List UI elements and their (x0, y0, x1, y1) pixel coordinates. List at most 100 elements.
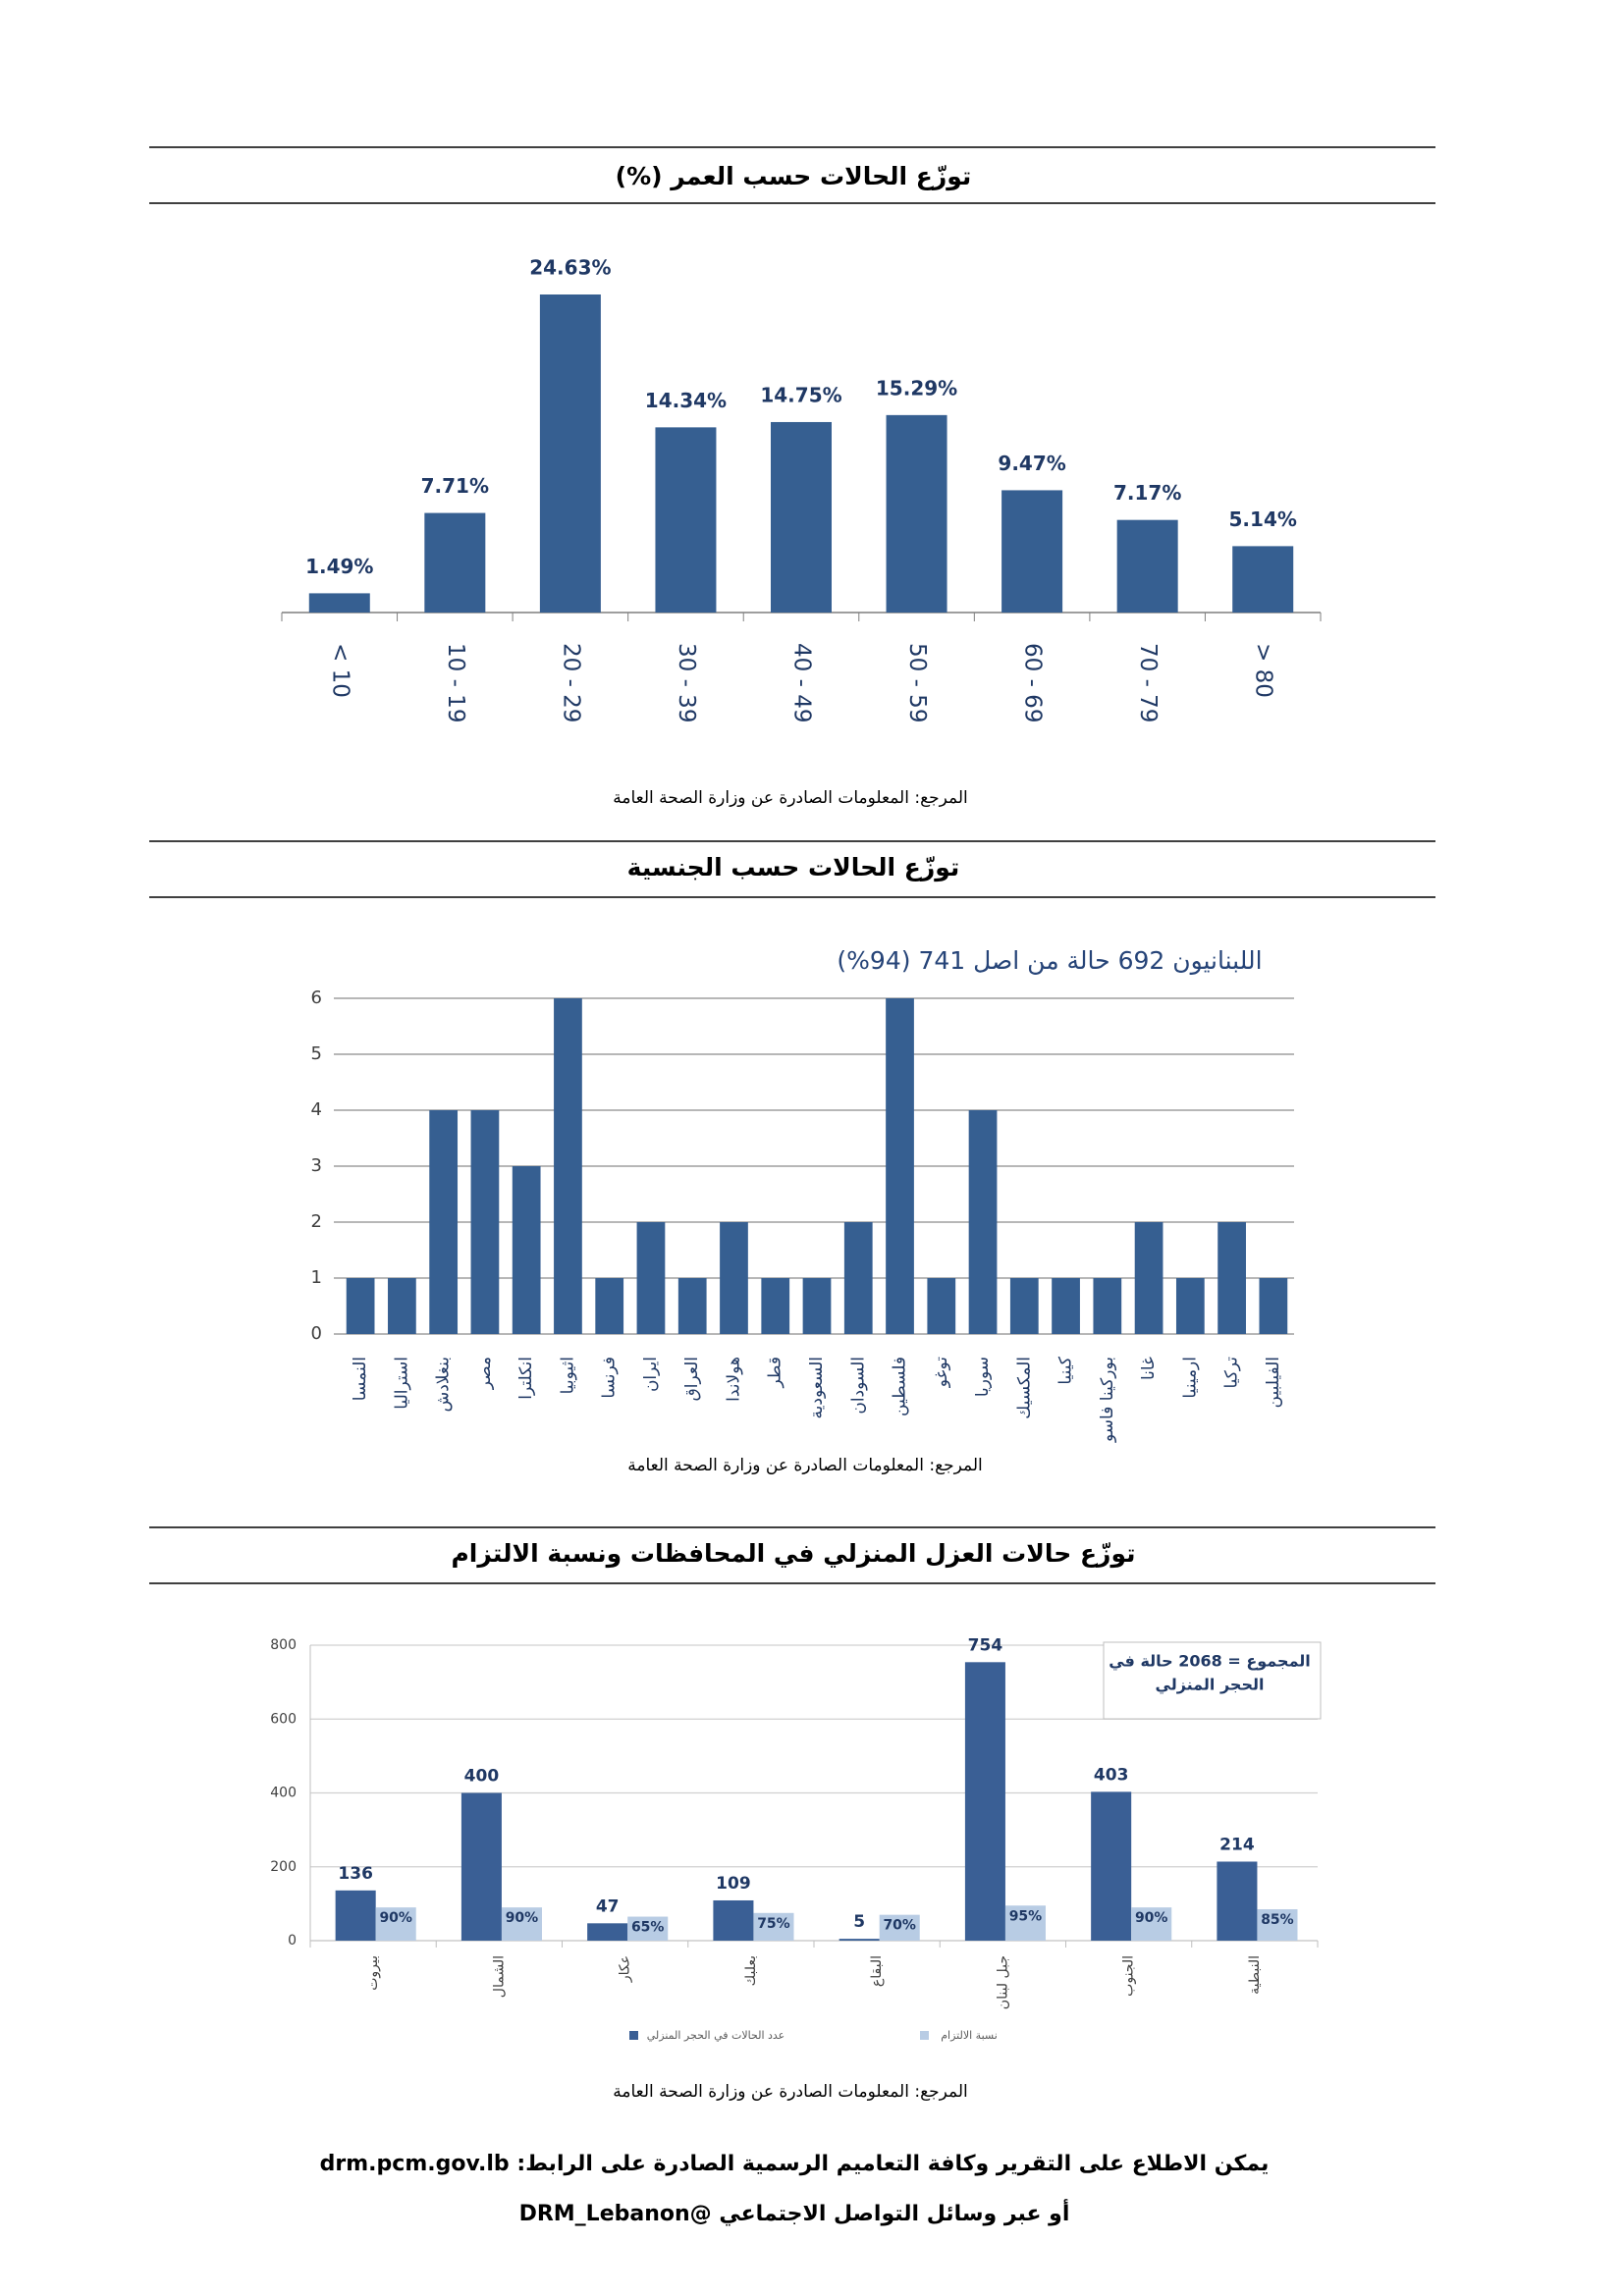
bar (1259, 1278, 1288, 1334)
data-label: 90% (1135, 1910, 1168, 1926)
y-tick-label: 6 (311, 988, 322, 1008)
footer-line: أو عبر وسائل التواصل الاجتماعي @DRM_Leba… (519, 2198, 1070, 2226)
data-label: 5.14% (1229, 507, 1297, 531)
bar (886, 998, 914, 1334)
legend-label: عدد الحالات في الحجر المنزلي (647, 2029, 785, 2042)
x-tick-label: توغو (932, 1357, 951, 1388)
bar (927, 1278, 956, 1334)
bar (1134, 1222, 1163, 1334)
annotation: الحجر المنزلي (1156, 1676, 1265, 1695)
bar (595, 1278, 624, 1334)
section-title: توزّع الحالات حسب الجنسية (627, 853, 960, 882)
bar (968, 1110, 998, 1334)
bar (308, 593, 370, 613)
bar (501, 1907, 542, 1941)
data-label: 7.17% (1113, 481, 1181, 505)
x-tick-label: جبل لبنان (995, 1955, 1010, 2009)
bar (554, 998, 582, 1334)
y-tick-label: 5 (311, 1043, 322, 1064)
x-tick-label: 30 - 39 (674, 643, 699, 722)
x-tick-label: ايران (641, 1357, 661, 1392)
bar (1131, 1907, 1172, 1941)
y-tick-label: 800 (270, 1637, 297, 1653)
bar (512, 1166, 541, 1334)
x-tick-label: بنغلادش (434, 1357, 454, 1413)
x-tick-label: 60 - 69 (1020, 643, 1046, 722)
data-label: 9.47% (998, 452, 1065, 475)
bar (677, 1278, 707, 1334)
bar (1116, 519, 1178, 613)
x-tick-label: 40 - 49 (789, 643, 815, 722)
data-label: 1.49% (305, 555, 373, 578)
bar (1232, 546, 1294, 613)
data-label: 14.75% (760, 383, 841, 406)
data-label: 5 (853, 1912, 865, 1932)
data-label: 754 (968, 1635, 1003, 1655)
bar (771, 421, 832, 613)
x-tick-label: اثيوبيا (558, 1357, 577, 1394)
x-tick-label: بعلبك (743, 1955, 759, 1986)
data-label: 403 (1094, 1765, 1129, 1785)
x-tick-label: 70 - 79 (1135, 643, 1161, 722)
x-tick-label: بوركينا فاسو (1098, 1357, 1117, 1443)
data-label: 400 (464, 1767, 500, 1787)
bar (335, 1890, 376, 1941)
bar (429, 1110, 459, 1334)
x-tick-label: مصر (475, 1357, 495, 1390)
x-tick-label: سوريا (973, 1357, 993, 1397)
data-label: 214 (1219, 1835, 1255, 1854)
legend-swatch (629, 2031, 638, 2040)
data-label: 136 (338, 1864, 373, 1884)
x-tick-label: عكار (618, 1955, 633, 1983)
x-tick-label: استراليا (392, 1357, 411, 1410)
bar (346, 1278, 375, 1334)
y-tick-label: 3 (311, 1155, 322, 1176)
bar (713, 1899, 754, 1941)
x-tick-label: العراق (682, 1357, 702, 1401)
source-note: المرجع: المعلومات الصادرة عن وزارة الصحة… (613, 2082, 968, 2102)
x-tick-label: غانا (1139, 1357, 1159, 1380)
bar (375, 1907, 416, 1941)
bar (655, 427, 717, 613)
x-tick-label: فرنسا (600, 1357, 620, 1399)
annotation-box (1103, 1641, 1322, 1720)
x-tick-label: < 10 (327, 643, 352, 698)
x-tick-label: 20 - 29 (558, 643, 583, 722)
annotation: اللبنانيون 692 حالة من اصل 741 (94%) (837, 946, 1262, 975)
bar (1009, 1278, 1039, 1334)
x-tick-label: كينيا (1056, 1356, 1076, 1385)
data-label: 7.71% (421, 474, 489, 498)
x-tick-label: النمسا (351, 1357, 370, 1401)
bar (1217, 1861, 1258, 1941)
source-note: المرجع: المعلومات الصادرة عن وزارة الصحة… (627, 1456, 983, 1475)
bar (839, 1939, 880, 1941)
bar (1001, 490, 1063, 613)
annotation: المجموع = 2068 حالة في (1109, 1652, 1311, 1672)
x-tick-label: الجنوب (1121, 1955, 1137, 1997)
y-tick-label: 600 (270, 1711, 297, 1727)
x-tick-label: 50 - 59 (904, 643, 930, 722)
data-label: 70% (883, 1918, 916, 1934)
bar (802, 1278, 832, 1334)
bar (1217, 1222, 1246, 1334)
bar (843, 1222, 873, 1334)
x-tick-label: تركيا (1222, 1357, 1242, 1389)
bar (1175, 1278, 1205, 1334)
data-label: 65% (631, 1920, 665, 1936)
x-tick-label: السودان (848, 1357, 868, 1415)
bar (1093, 1278, 1122, 1334)
y-tick-label: 0 (288, 1933, 297, 1949)
bar (636, 1222, 666, 1334)
section-title: توزّع الحالات حسب العمر (%) (616, 162, 972, 191)
bar (1091, 1791, 1132, 1941)
data-label: 85% (1261, 1912, 1294, 1928)
data-label: 14.34% (645, 389, 727, 412)
bar (753, 1912, 794, 1941)
bar (587, 1923, 628, 1941)
footer-line: يمكن الاطلاع على التقرير وكافة التعاميم … (320, 2152, 1270, 2176)
x-tick-label: المكسيك (1014, 1357, 1034, 1419)
y-tick-label: 1 (311, 1267, 322, 1288)
x-tick-label: قطر (766, 1357, 785, 1388)
